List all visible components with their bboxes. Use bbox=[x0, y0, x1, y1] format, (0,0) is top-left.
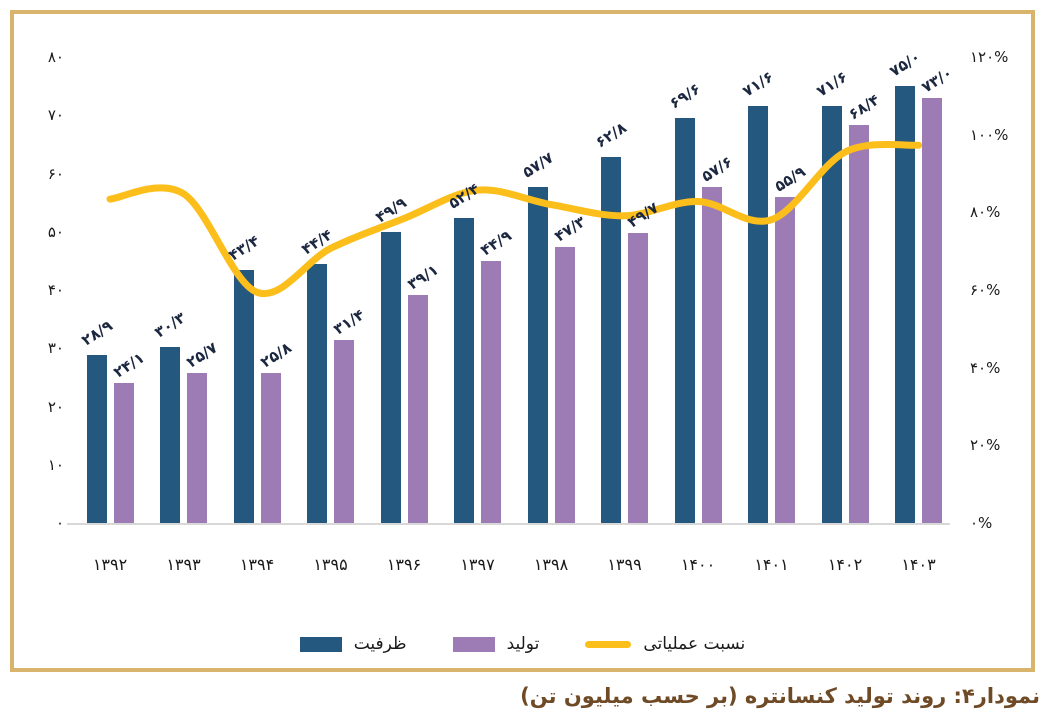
capacity-bar bbox=[233, 270, 254, 523]
y-axis-right-tick: ۴۰% bbox=[970, 358, 1001, 377]
chart-caption: نمودار۴: روند تولید کنسانتره (بر حسب میل… bbox=[520, 684, 1040, 708]
x-axis-line bbox=[67, 523, 950, 525]
x-axis-label: ۱۴۰۱ bbox=[754, 555, 789, 574]
legend-item-production: تولید bbox=[452, 634, 540, 654]
x-axis-label: ۱۳۹۹ bbox=[607, 555, 642, 574]
production-bar bbox=[481, 261, 501, 523]
x-axis-label: ۱۳۹۷ bbox=[460, 555, 495, 574]
x-axis-label: ۱۳۹۴ bbox=[239, 555, 275, 574]
y-axis-right-tick: ۲۰% bbox=[970, 436, 1001, 455]
production-bar bbox=[628, 233, 648, 523]
production-bar bbox=[848, 124, 869, 523]
legend-label-production: تولید bbox=[506, 634, 540, 654]
legend-item-ratio: نسبت عملیاتی bbox=[585, 634, 745, 654]
x-axis-label: ۱۴۰۲ bbox=[827, 555, 863, 574]
y-axis-right-tick: ۱۲۰% bbox=[970, 48, 1009, 66]
capacity-bar bbox=[895, 86, 915, 523]
y-axis-left-tick: ۸۰ bbox=[47, 48, 64, 66]
capacity-bar bbox=[380, 232, 401, 523]
plot-area: ۸۰ ۷۰ ۶۰ ۵۰ ۴۰ ۳۰ ۲۰ ۱۰ ۰ ۱۲۰% ۱۰۰% ۸۰% ۶۰% ۴۰% ۲۰% ۰%… bbox=[14, 14, 1031, 668]
y-axis-left-tick: ۱۰ bbox=[47, 455, 64, 474]
x-axis-label: ۱۳۹۲ bbox=[92, 555, 128, 574]
x-axis-label: ۱۳۹۵ bbox=[313, 555, 348, 574]
y-axis-left-tick: ۴۰ bbox=[47, 281, 64, 299]
legend: ظرفیت تولید نسبت عملیاتی bbox=[14, 632, 1031, 656]
capacity-bar bbox=[86, 354, 107, 523]
production-bar bbox=[334, 340, 354, 523]
x-axis-label: ۱۳۹۶ bbox=[386, 555, 422, 574]
ratio-line-swatch-icon bbox=[585, 640, 632, 648]
capacity-bar bbox=[748, 105, 768, 523]
y-axis-right-tick: ۱۰۰% bbox=[970, 125, 1009, 144]
capacity-swatch-icon bbox=[299, 636, 342, 652]
y-axis-left-tick: ۵۰ bbox=[47, 222, 64, 241]
y-axis-left-tick: ۷۰ bbox=[47, 106, 64, 125]
x-axis-label: ۱۴۰۰ bbox=[680, 555, 716, 574]
y-axis-right-tick: ۰% bbox=[970, 514, 993, 532]
x-axis-label: ۱۳۹۸ bbox=[533, 555, 569, 574]
y-axis-left-tick: ۰ bbox=[55, 514, 64, 532]
x-axis-label: ۱۳۹۳ bbox=[166, 555, 201, 574]
y-axis-left-tick: ۶۰ bbox=[47, 164, 64, 183]
production-swatch-icon bbox=[452, 636, 495, 652]
y-axis-right-tick: ۸۰% bbox=[970, 203, 1001, 222]
x-axis-label: ۱۴۰۳ bbox=[901, 555, 936, 574]
production-bar bbox=[701, 187, 722, 523]
y-axis-left-tick: ۳۰ bbox=[47, 339, 64, 358]
production-bar bbox=[922, 97, 942, 523]
production-bar bbox=[407, 295, 428, 523]
production-bar bbox=[775, 197, 795, 523]
legend-label-capacity: ظرفیت bbox=[353, 634, 407, 654]
production-bar bbox=[554, 247, 575, 523]
chart-frame: ۸۰ ۷۰ ۶۰ ۵۰ ۴۰ ۳۰ ۲۰ ۱۰ ۰ ۱۲۰% ۱۰۰% ۸۰% ۶۰% ۴۰% ۲۰% ۰%… bbox=[10, 10, 1035, 672]
production-bar bbox=[187, 373, 207, 523]
capacity-bar bbox=[307, 264, 327, 523]
production-bar bbox=[113, 382, 134, 523]
y-axis-right-tick: ۶۰% bbox=[970, 281, 1001, 299]
y-axis-left-tick: ۲۰ bbox=[47, 397, 64, 416]
production-bar bbox=[260, 372, 281, 523]
capacity-bar bbox=[160, 346, 180, 523]
capacity-bar bbox=[821, 105, 842, 523]
legend-label-ratio: نسبت عملیاتی bbox=[643, 634, 746, 654]
legend-item-capacity: ظرفیت bbox=[299, 634, 407, 654]
